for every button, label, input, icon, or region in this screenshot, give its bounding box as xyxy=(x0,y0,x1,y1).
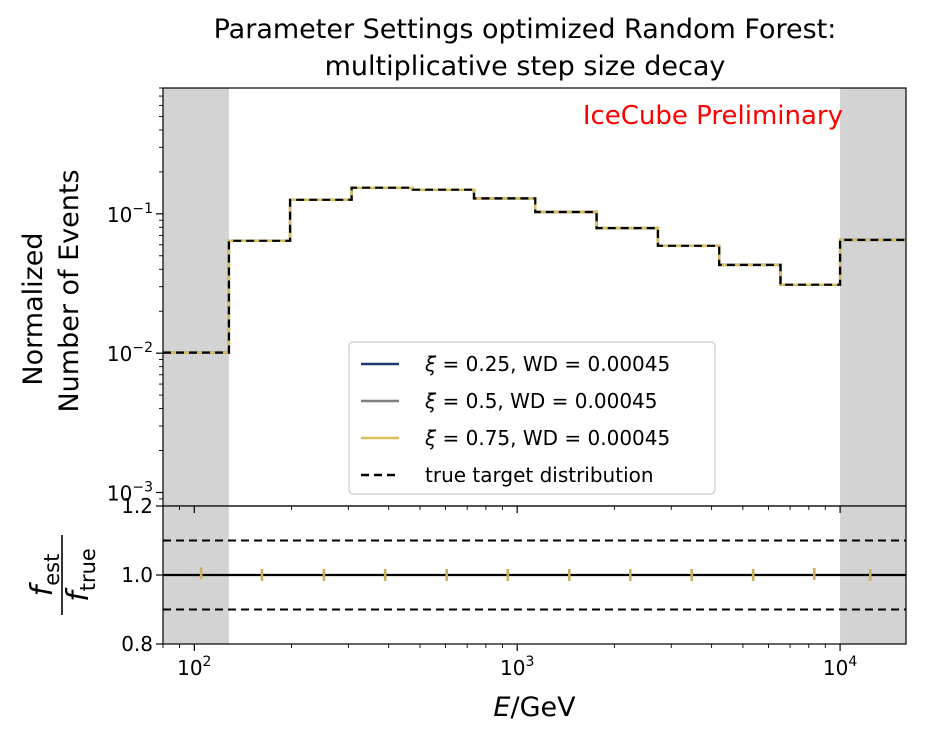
bottom-reference-lines xyxy=(163,539,906,611)
icecube-preliminary-label: IceCube Preliminary xyxy=(583,101,843,131)
x-tick-label-1: 102 xyxy=(177,654,211,680)
top-panel: 10−3 10−2 10−1 IceCube Preliminary ξ = 0.2… xyxy=(107,87,907,507)
bottom-y-ticks: 0.8 1.0 1.2 xyxy=(121,494,163,656)
ratio-points xyxy=(199,567,872,581)
bottom-y-tick-label-3: 1.2 xyxy=(121,494,153,518)
top-shaded-region-1 xyxy=(163,88,229,506)
top-y-ticks: 10−3 10−2 10−1 xyxy=(107,87,163,507)
x-tick-label-3: 104 xyxy=(823,654,857,680)
top-y-axis-label-line1: Normalized xyxy=(18,232,49,385)
legend-box xyxy=(348,341,716,495)
top-y-tick-label-1: 10−3 xyxy=(107,479,153,505)
top-y-axis-label-line2: Number of Events xyxy=(54,169,85,412)
top-shaded-region-2 xyxy=(840,88,906,506)
legend: ξ = 0.25, WD = 0.00045 ξ = 0.5, WD = 0.00… xyxy=(348,341,716,495)
x-ticks: 102 103 104 xyxy=(162,506,857,680)
legend-label-4: true target distribution xyxy=(425,463,654,487)
ratio-label-numerator: fest xyxy=(25,554,64,597)
x-axis-label-unit: /GeV xyxy=(510,692,576,723)
top-y-tick-label-2: 10−2 xyxy=(107,340,153,366)
legend-label-2: ξ = 0.5, WD = 0.00045 xyxy=(424,389,658,413)
legend-label-3: ξ = 0.75, WD = 0.00045 xyxy=(424,426,670,450)
top-series-lines xyxy=(163,186,906,354)
bottom-y-tick-label-1: 0.8 xyxy=(121,632,153,656)
top-shaded-regions xyxy=(163,88,906,506)
x-axis-label: E/GeV xyxy=(493,692,576,723)
series-line-4 xyxy=(163,186,906,354)
bottom-axes-frame xyxy=(162,505,907,645)
ratio-label-denominator: ftrue xyxy=(61,548,100,602)
x-axis-label-variable: E xyxy=(493,692,510,723)
bottom-y-tick-label-2: 1.0 xyxy=(121,563,153,587)
bottom-panel: 0.8 1.0 1.2 xyxy=(121,494,907,656)
x-tick-label-2: 103 xyxy=(500,654,534,680)
chart-title-line2: multiplicative step size decay xyxy=(325,51,726,82)
top-y-tick-label-3: 10−1 xyxy=(107,201,153,227)
chart-title-line1: Parameter Settings optimized Random Fore… xyxy=(214,14,837,45)
legend-label-1: ξ = 0.25, WD = 0.00045 xyxy=(424,352,670,376)
